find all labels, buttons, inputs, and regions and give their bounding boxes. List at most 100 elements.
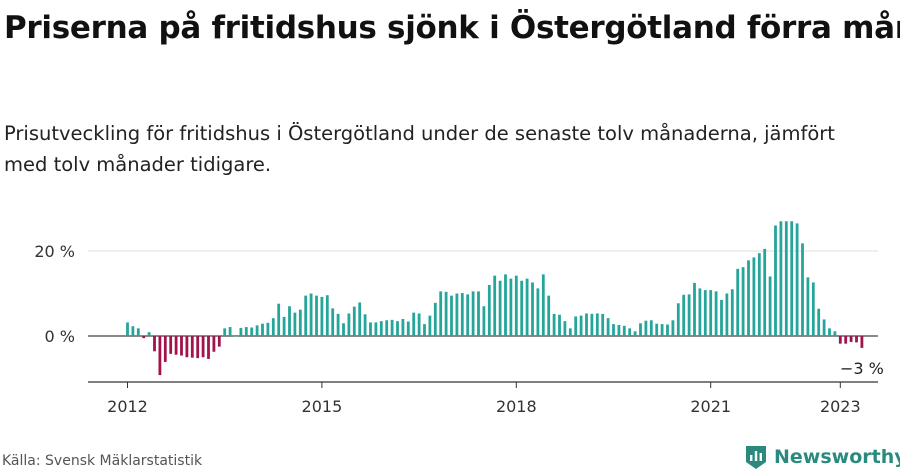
bar	[682, 294, 686, 336]
source-note: Källa: Svensk Mäklarstatistik	[2, 453, 203, 469]
x-tick-label: 2012	[107, 397, 148, 416]
bar	[644, 320, 648, 336]
bar	[860, 336, 864, 348]
bar	[358, 302, 362, 336]
bar	[558, 314, 561, 336]
bar	[217, 336, 221, 347]
bar	[531, 282, 534, 336]
bar	[574, 316, 578, 336]
bar	[698, 288, 702, 336]
bar	[622, 325, 626, 336]
bar	[433, 302, 437, 336]
bar	[709, 290, 713, 336]
bar	[795, 223, 799, 336]
bar	[482, 306, 486, 336]
bar	[628, 328, 632, 336]
bar	[277, 303, 281, 336]
bar	[417, 313, 421, 336]
bar	[212, 336, 216, 352]
bar	[817, 308, 821, 336]
bar	[687, 294, 691, 336]
bar	[552, 313, 556, 336]
bar	[498, 280, 502, 336]
bar	[466, 294, 470, 336]
bar	[201, 336, 205, 358]
bar	[460, 293, 464, 336]
bar	[158, 336, 162, 376]
bar	[423, 324, 426, 336]
bar	[666, 324, 669, 336]
x-tick-label: 2023	[820, 397, 861, 416]
bar	[136, 328, 140, 336]
bar	[234, 336, 237, 337]
bar	[784, 221, 788, 336]
bar	[390, 319, 394, 336]
newsworthy-logo-icon	[746, 446, 766, 469]
bar	[487, 285, 491, 336]
bar	[693, 282, 696, 336]
chart-title: Priserna på fritidshus sjönk i Östergötl…	[4, 10, 900, 46]
bar	[477, 291, 480, 336]
bar	[514, 275, 518, 336]
bar	[379, 321, 383, 336]
bar	[298, 309, 302, 336]
bar	[779, 221, 783, 336]
bar	[649, 320, 653, 336]
bar	[563, 321, 567, 336]
bar	[428, 315, 432, 336]
bar	[828, 328, 831, 336]
bar	[396, 321, 399, 336]
chart-subtitle: Prisutveckling för fritidshus i Östergöt…	[4, 122, 835, 176]
bar	[536, 288, 540, 336]
bar	[855, 336, 858, 343]
bar	[293, 312, 297, 336]
bar	[790, 221, 794, 336]
bar	[444, 291, 448, 336]
bar	[660, 324, 664, 336]
bar	[174, 336, 178, 355]
last-value-label: −3 %	[840, 359, 884, 378]
x-tick-label: 2021	[690, 397, 731, 416]
bar	[768, 276, 772, 336]
bar	[757, 253, 761, 336]
bar	[590, 313, 594, 336]
bar	[255, 325, 259, 336]
bar	[250, 327, 254, 336]
bar	[671, 320, 675, 336]
bar	[196, 336, 200, 359]
bar	[655, 323, 659, 336]
bar	[601, 313, 605, 336]
bar	[261, 323, 264, 336]
bar	[747, 260, 750, 336]
bar	[304, 295, 308, 336]
bar	[612, 324, 615, 336]
x-tick-label: 2015	[302, 397, 343, 416]
bar	[595, 313, 599, 336]
bar	[455, 293, 459, 336]
bar	[833, 331, 837, 336]
bar	[450, 295, 453, 336]
bar	[228, 327, 232, 336]
bar	[714, 291, 718, 336]
bar	[363, 314, 367, 336]
brand-name: Newsworthy	[774, 446, 900, 468]
bar	[331, 308, 335, 336]
bar	[730, 289, 734, 336]
bar	[126, 322, 129, 336]
bar	[541, 274, 545, 336]
bar	[369, 322, 372, 336]
bar	[374, 322, 378, 336]
bar	[493, 275, 497, 336]
bar	[579, 315, 583, 336]
bar	[401, 319, 405, 336]
y-tick-label: 0 %	[45, 327, 75, 346]
x-tick-label: 2018	[496, 397, 537, 416]
bar	[811, 282, 815, 336]
bar	[676, 303, 680, 336]
bar	[325, 295, 329, 336]
bar	[131, 326, 135, 336]
bar	[806, 277, 810, 336]
bar	[439, 291, 443, 336]
newsworthy-logo[interactable]: Newsworthy	[744, 443, 900, 471]
bar	[239, 327, 243, 336]
